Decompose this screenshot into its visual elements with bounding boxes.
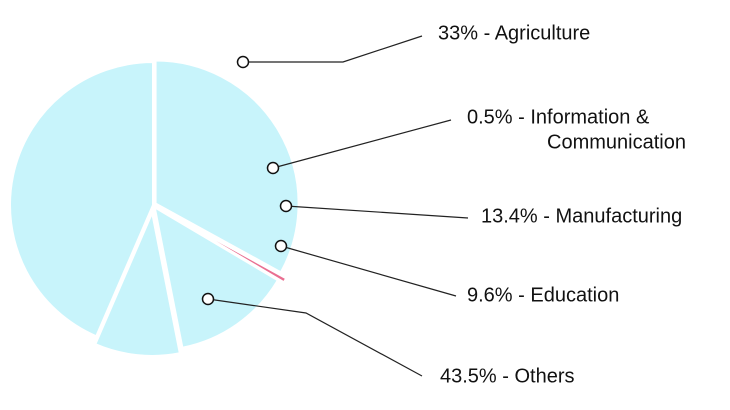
pie-slice-4 — [94, 209, 181, 357]
slice-label-4: 9.6% - Education — [467, 284, 619, 306]
leader-line-5 — [207, 298, 423, 377]
leader-line-3 — [285, 205, 469, 219]
pie-slice-1 — [154, 59, 300, 274]
slice-marker-1 — [236, 55, 250, 69]
slice-marker-4 — [274, 239, 288, 253]
pie-slice-5 — [9, 60, 154, 338]
slice-label-5: 43.5% - Others — [440, 365, 575, 387]
slice-label-2-line-2: Communication — [547, 131, 686, 153]
leader-line-1 — [243, 35, 423, 63]
pie-slices — [9, 59, 300, 357]
pie-slice-3 — [153, 205, 280, 349]
leader-line-2 — [272, 119, 452, 169]
slice-marker-3 — [279, 199, 293, 213]
slice-label-1: 33% - Agriculture — [438, 22, 590, 44]
slice-label-2: 0.5% - Information & — [467, 106, 650, 128]
slice-labels: 33% - Agriculture 0.5% - Information & Com… — [438, 22, 686, 387]
pie-slice-2 — [160, 208, 288, 284]
slice-marker-2 — [266, 161, 280, 175]
leader-line-4 — [280, 245, 457, 297]
slice-label-3: 13.4% - Manufacturing — [481, 205, 682, 227]
leader-lines — [201, 35, 469, 377]
slice-marker-5 — [201, 292, 215, 306]
